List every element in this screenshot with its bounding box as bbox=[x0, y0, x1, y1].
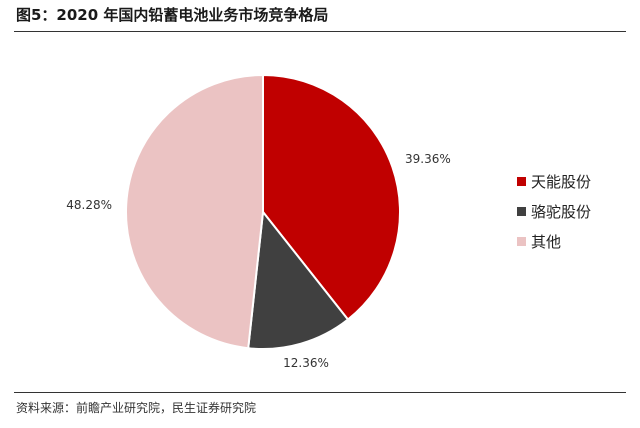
slice-label-2: 12.36% bbox=[283, 356, 329, 370]
slice-label-1: 39.36% bbox=[405, 152, 451, 166]
pie-slice-3 bbox=[125, 73, 264, 350]
legend-label-2: 骆驼股份 bbox=[531, 203, 591, 221]
pie-slice-1 bbox=[262, 73, 401, 321]
legend-swatch-2 bbox=[517, 207, 526, 216]
pie-labels: 39.36% 12.36% 48.28% bbox=[66, 152, 451, 370]
title-divider bbox=[14, 31, 626, 32]
legend-swatch-1 bbox=[517, 177, 526, 186]
slice-label-3: 48.28% bbox=[66, 198, 112, 212]
source-divider bbox=[14, 392, 626, 393]
page-title: 图5：2020 年国内铅蓄电池业务市场竞争格局 bbox=[16, 6, 329, 24]
source-note: 资料来源：前瞻产业研究院，民生证券研究院 bbox=[16, 401, 257, 415]
pie-slices bbox=[125, 73, 401, 350]
legend-label-3: 其他 bbox=[531, 233, 561, 251]
legend-label-1: 天能股份 bbox=[531, 173, 591, 191]
legend-swatch-3 bbox=[517, 237, 526, 246]
pie-slice-2 bbox=[247, 209, 350, 350]
